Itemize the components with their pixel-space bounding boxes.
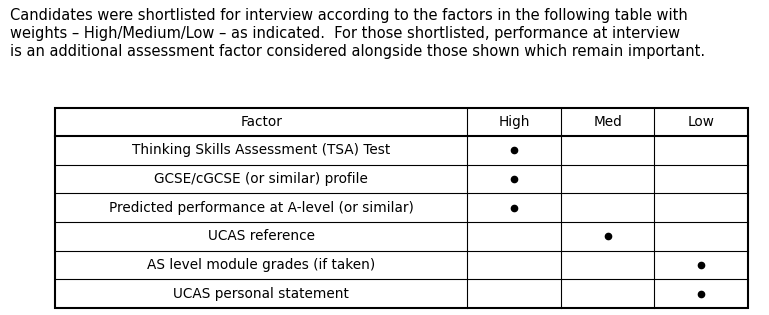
Text: Factor: Factor (240, 115, 282, 129)
Text: Med: Med (594, 115, 622, 129)
Text: AS level module grades (if taken): AS level module grades (if taken) (147, 258, 375, 272)
Text: Thinking Skills Assessment (TSA) Test: Thinking Skills Assessment (TSA) Test (132, 143, 391, 157)
Text: weights – High/Medium/Low – as indicated.  For those shortlisted, performance at: weights – High/Medium/Low – as indicated… (10, 26, 680, 41)
Text: UCAS reference: UCAS reference (208, 229, 315, 243)
Bar (55, 108, 748, 308)
Text: Predicted performance at A-level (or similar): Predicted performance at A-level (or sim… (108, 201, 414, 215)
Text: is an additional assessment factor considered alongside those shown which remain: is an additional assessment factor consi… (10, 44, 705, 59)
Text: UCAS personal statement: UCAS personal statement (173, 287, 349, 301)
Text: Candidates were shortlisted for interview according to the factors in the follow: Candidates were shortlisted for intervie… (10, 8, 687, 23)
Text: Low: Low (687, 115, 714, 129)
Text: GCSE/cGCSE (or similar) profile: GCSE/cGCSE (or similar) profile (155, 172, 368, 186)
Text: High: High (498, 115, 530, 129)
